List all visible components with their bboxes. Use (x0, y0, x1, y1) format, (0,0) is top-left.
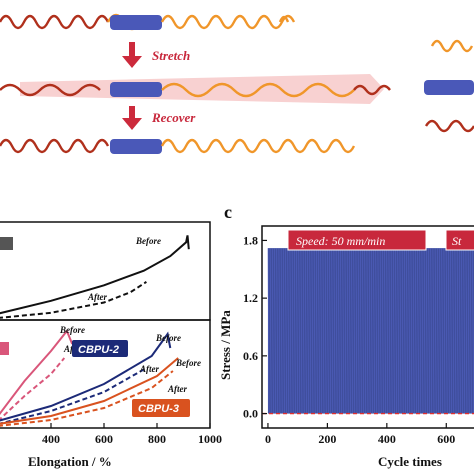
arrow-stretch-shaft (129, 42, 135, 56)
spring-row2-left (0, 83, 101, 97)
panel-c-frame (261, 225, 474, 429)
cyclic-stress-line (267, 248, 474, 414)
b-bot-before-label-2: Before (155, 333, 181, 343)
series-after-line (0, 370, 174, 427)
spring-row1-left (0, 14, 110, 30)
panel-b-x-axis-title: Elongation / % (28, 454, 112, 469)
arrow-recover-shaft (129, 106, 135, 118)
series-after-line (0, 281, 147, 319)
b-top-before-label: Before (135, 236, 161, 246)
panel-c: c Speed: 50 mm/min St 0.0 0.6 1.2 1.8 0 200 4… (218, 202, 474, 469)
panel-b-x-ticks: 400 600 800 1000 (42, 423, 222, 446)
series-cbpu-3-line (0, 357, 179, 425)
spring-row2-tail (353, 84, 391, 96)
panel-c-x-ticks: 0 200 400 600 (265, 423, 455, 446)
c-y-tick-label: 1.8 (243, 233, 258, 247)
panel-b-top-legend-swatch (0, 237, 13, 250)
b-bot-after-label-3: After (167, 384, 187, 394)
spring-right-bottom (424, 119, 474, 133)
b-top-after-label: After (87, 292, 107, 302)
schematic-panel: Stretch Recover (0, 13, 474, 154)
spring-row3-right (160, 138, 356, 154)
c-x-tick-label: 400 (378, 432, 396, 446)
series-cbpu-2-line (0, 331, 172, 422)
stretch-label: Stretch (152, 48, 190, 63)
panel-b: Before After Before After Before After B… (0, 221, 222, 469)
panel-b-bottom-legend-swatch (0, 342, 9, 355)
spring-right-top (430, 39, 474, 53)
cbpu2-label: CBPU-2 (78, 344, 119, 356)
panel-c-letter: c (224, 202, 232, 222)
spring-row3-left (0, 138, 110, 154)
hard-block-row3 (110, 139, 162, 154)
b-x-tick-label: 800 (148, 432, 166, 446)
cbpu3-box (132, 399, 190, 417)
panel-b-top-plot (0, 235, 190, 319)
series-after-line (0, 357, 66, 421)
panel-c-y-axis-title: Stress / MPa (218, 310, 233, 380)
second-banner-text: St (452, 234, 462, 248)
b-bot-after-label-2: After (139, 364, 159, 374)
panel-c-y-ticks: 0.0 0.6 1.2 1.8 (243, 233, 267, 421)
b-x-tick-label: 400 (42, 432, 60, 446)
speed-banner-text: Speed: 50 mm/min (296, 234, 385, 248)
b-x-tick-label: 600 (95, 432, 113, 446)
spring-row1-tail (278, 15, 290, 23)
c-y-tick-label: 1.2 (243, 291, 258, 305)
b-x-tick-label: 1000 (198, 432, 222, 446)
panel-c-plot (262, 248, 474, 415)
c-y-tick-label: 0.0 (243, 407, 258, 421)
c-x-tick-label: 200 (318, 432, 336, 446)
series-before-line (0, 329, 74, 416)
spring-row1-right (160, 14, 296, 30)
c-y-tick-label: 0.6 (243, 349, 258, 363)
series-after-line (0, 367, 147, 425)
panel-b-bottom-plot (0, 329, 179, 427)
speed-banner (287, 229, 427, 251)
panel-c-x-axis-title: Cycle times (378, 454, 442, 469)
hard-block-row2 (110, 82, 162, 97)
arrow-stretch-head (122, 56, 142, 68)
second-banner (445, 229, 474, 251)
recover-label: Recover (151, 110, 196, 125)
c-x-tick-label: 600 (437, 432, 455, 446)
cbpu2-box (72, 340, 128, 357)
hard-block-right (424, 80, 474, 95)
series-before-line (0, 235, 190, 315)
spring-row2-right (161, 82, 355, 98)
c-x-tick-label: 0 (265, 432, 271, 446)
arrow-recover-head (122, 118, 142, 130)
b-bot-before-label-1: Before (59, 325, 85, 335)
cbpu3-label: CBPU-3 (138, 403, 179, 415)
hard-block-row1 (110, 15, 162, 30)
b-bot-before-label-3: Before (175, 358, 201, 368)
